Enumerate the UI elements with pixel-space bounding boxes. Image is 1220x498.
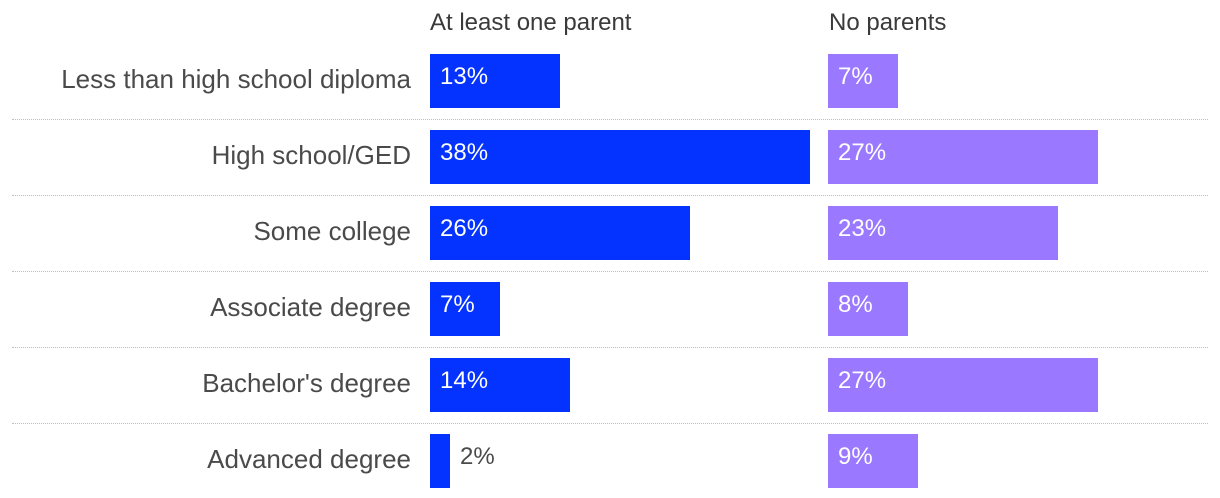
value-label-at-least-one-parent-some-college: 26% xyxy=(440,215,489,242)
bar-no-parents-bachelor-s-degree xyxy=(828,358,1098,412)
value-label-at-least-one-parent-high-school-ged: 38% xyxy=(440,139,489,166)
value-label-no-parents-associate-degree: 8% xyxy=(838,291,873,318)
value-label-at-least-one-parent-bachelor-s-degree: 14% xyxy=(440,367,489,394)
bar-no-parents-less-than-high-school-diploma xyxy=(828,54,898,108)
value-label-at-least-one-parent-associate-degree: 7% xyxy=(440,291,475,318)
value-label-at-least-one-parent-advanced-degree: 2% xyxy=(460,443,495,470)
value-label-no-parents-less-than-high-school-diploma: 7% xyxy=(838,63,873,90)
bar-at-least-one-parent-some-college xyxy=(430,206,690,260)
bar-no-parents-high-school-ged xyxy=(828,130,1098,184)
bar-at-least-one-parent-high-school-ged xyxy=(430,130,810,184)
bar-no-parents-some-college xyxy=(828,206,1058,260)
row-divider xyxy=(12,347,1208,348)
column-header-no-parents: No parents xyxy=(829,9,947,36)
value-label-no-parents-high-school-ged: 27% xyxy=(838,139,887,166)
value-label-no-parents-advanced-degree: 9% xyxy=(838,443,873,470)
row-divider xyxy=(12,271,1208,272)
category-label-some-college: Some college xyxy=(253,216,411,246)
category-label-associate-degree: Associate degree xyxy=(210,292,411,322)
bar-at-least-one-parent-less-than-high-school-diploma xyxy=(430,54,560,108)
category-label-bachelor-s-degree: Bachelor's degree xyxy=(202,368,411,398)
bar-no-parents-advanced-degree xyxy=(828,434,918,488)
bar-no-parents-associate-degree xyxy=(828,282,908,336)
value-label-at-least-one-parent-less-than-high-school-diploma: 13% xyxy=(440,63,489,90)
bar-at-least-one-parent-associate-degree xyxy=(430,282,500,336)
value-label-no-parents-bachelor-s-degree: 27% xyxy=(838,367,887,394)
column-header-at-least-one-parent: At least one parent xyxy=(430,9,632,36)
category-label-high-school-ged: High school/GED xyxy=(211,140,411,170)
bar-at-least-one-parent-advanced-degree xyxy=(430,434,450,488)
value-label-no-parents-some-college: 23% xyxy=(838,215,887,242)
row-divider xyxy=(12,119,1208,120)
bar-at-least-one-parent-bachelor-s-degree xyxy=(430,358,570,412)
category-label-less-than-high-school-diploma: Less than high school diploma xyxy=(61,64,411,94)
row-divider xyxy=(12,195,1208,196)
row-divider xyxy=(12,423,1208,424)
category-label-advanced-degree: Advanced degree xyxy=(207,444,411,474)
